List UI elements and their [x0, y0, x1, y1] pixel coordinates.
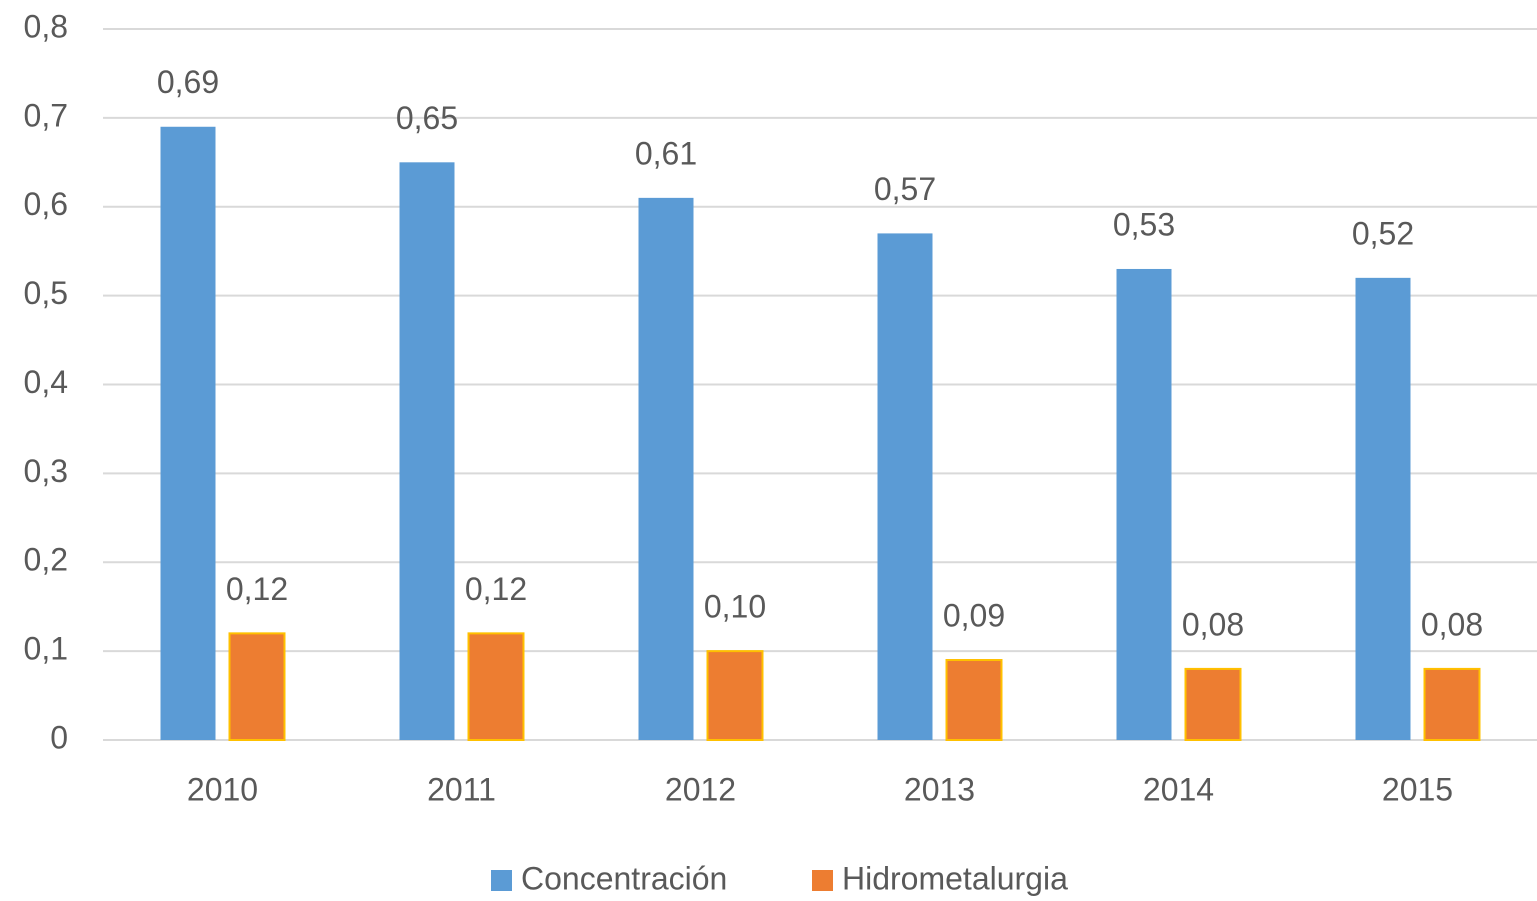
- data-label: 0,53: [1113, 206, 1175, 242]
- data-label: 0,65: [396, 100, 458, 136]
- bar: [228, 632, 286, 741]
- legend-label: Hidrometalurgia: [842, 860, 1068, 896]
- y-tick-label: 0,6: [24, 186, 68, 222]
- data-label: 0,12: [226, 571, 288, 607]
- bar: [399, 162, 455, 740]
- x-tick-label: 2010: [187, 771, 258, 807]
- bar: [467, 632, 525, 741]
- data-label: 0,09: [943, 597, 1005, 633]
- bar: [160, 126, 216, 740]
- y-tick-label: 0: [50, 719, 68, 755]
- bar: [706, 650, 764, 741]
- data-label: 0,08: [1182, 606, 1244, 642]
- y-tick-label: 0,4: [24, 364, 68, 400]
- y-tick-label: 0,7: [24, 97, 68, 133]
- legend-label: Concentración: [521, 860, 727, 896]
- bar: [1116, 268, 1172, 740]
- data-label: 0,52: [1352, 215, 1414, 251]
- data-label: 0,12: [465, 571, 527, 607]
- y-tick-label: 0,2: [24, 542, 68, 578]
- y-tick-label: 0,5: [24, 275, 68, 311]
- x-tick-label: 2014: [1143, 771, 1214, 807]
- data-label: 0,61: [635, 135, 697, 171]
- x-tick-label: 2015: [1382, 771, 1453, 807]
- legend-swatch: [491, 870, 512, 891]
- data-label: 0,57: [874, 171, 936, 207]
- x-tick-label: 2013: [904, 771, 975, 807]
- data-label: 0,10: [704, 589, 766, 625]
- bar: [877, 233, 933, 740]
- legend-swatch: [812, 870, 833, 891]
- bar: [638, 197, 694, 741]
- y-tick-label: 0,8: [24, 8, 68, 44]
- data-label: 0,69: [157, 64, 219, 100]
- data-label: 0,08: [1421, 606, 1483, 642]
- y-tick-label: 0,3: [24, 453, 68, 489]
- y-tick-label: 0,1: [24, 631, 68, 667]
- bar: [1423, 667, 1481, 742]
- bar: [1184, 667, 1242, 742]
- x-tick-label: 2012: [665, 771, 736, 807]
- bar: [945, 659, 1003, 742]
- bar: [1355, 277, 1411, 740]
- x-tick-label: 2011: [427, 771, 496, 807]
